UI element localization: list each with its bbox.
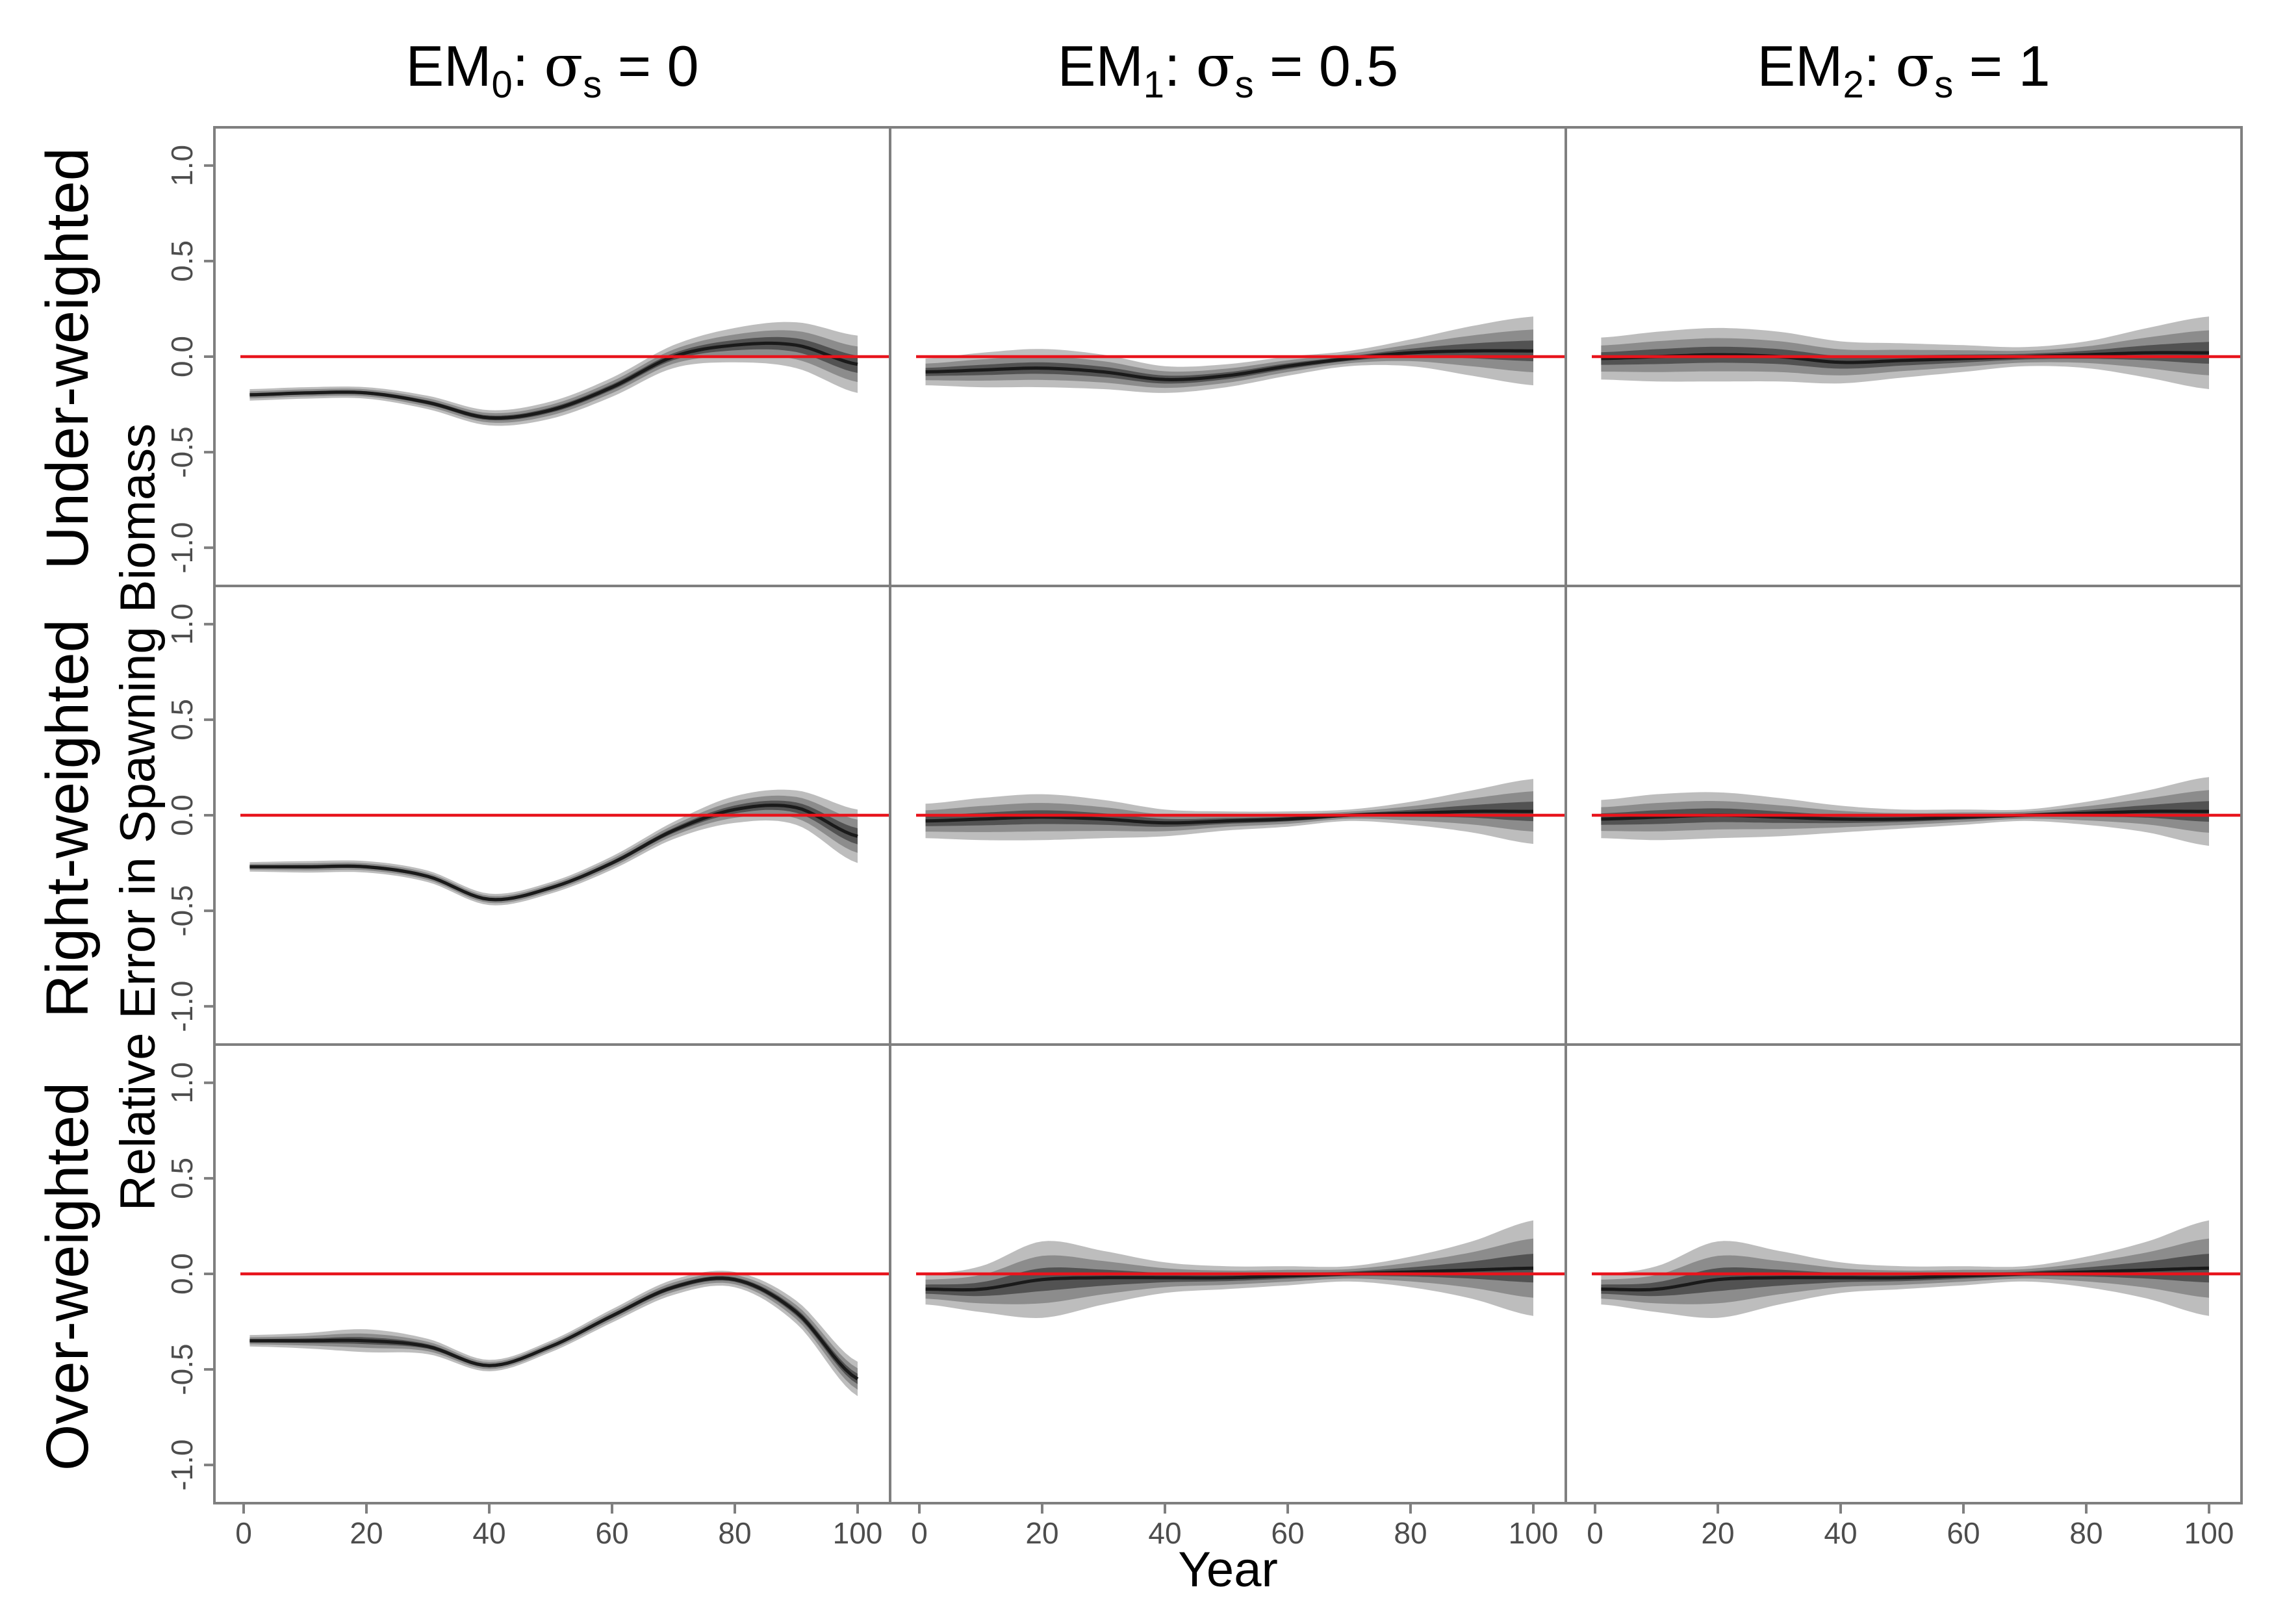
x-axis-col-1: 0 20 40 60 80 100 <box>911 1503 1558 1550</box>
y-axis-row-0: -1.0 -0.5 0.0 0.5 1.0 <box>165 145 214 574</box>
y-tick-label: 0.0 <box>165 336 199 377</box>
x-axis-col-2: 0 20 40 60 80 100 <box>1587 1503 2234 1550</box>
middle-quantile-band <box>1601 330 2209 375</box>
median-line <box>249 1276 859 1380</box>
y-tick-label: -0.5 <box>165 885 199 936</box>
panel-r0-c0 <box>213 126 891 587</box>
y-axis-row-2: -1.0 -0.5 0.0 0.5 1.0 <box>165 1062 214 1491</box>
median-line <box>1601 351 2209 364</box>
panel-r2-c2 <box>1565 1043 2243 1504</box>
inner-quantile-band <box>925 802 1533 827</box>
panel-r2-c1 <box>889 1043 1567 1504</box>
row-title-right-weighted: Right-weighted <box>34 619 101 1018</box>
y-tick-label: -1.0 <box>165 981 199 1032</box>
x-axes: 0 20 40 60 80 100 0 20 40 60 80 100 0 20 40 60 80 100 <box>235 1503 2234 1550</box>
panels <box>213 126 2243 1504</box>
median-line <box>1601 1266 2210 1292</box>
x-tick-label: 80 <box>1394 1516 1427 1550</box>
x-tick-label: 100 <box>1509 1516 1559 1550</box>
y-tick-label: 1.0 <box>165 603 199 645</box>
x-tick-label: 20 <box>350 1516 383 1550</box>
inner-quantile-band <box>1601 801 2209 825</box>
x-tick-label: 40 <box>472 1516 505 1550</box>
x-tick-label: 20 <box>1025 1516 1058 1550</box>
y-tick-label: 0.0 <box>165 1253 199 1295</box>
x-axis-title: Year <box>1178 1542 1278 1597</box>
column-titles: EM0: σs = 0 EM1: σs = 0.5 EM2: σs = 1 <box>405 32 2050 106</box>
panel-r1-c0 <box>213 585 891 1046</box>
panel-r0-c1 <box>889 126 1567 587</box>
median-line <box>249 804 858 902</box>
row-title-over-weighted: Over-weighted <box>34 1082 101 1471</box>
x-tick-label: 40 <box>1148 1516 1181 1550</box>
outer-quantile-band <box>249 1271 858 1397</box>
x-tick-label: 0 <box>235 1516 252 1550</box>
column-title-em2: EM2: σs = 1 <box>1757 32 2050 106</box>
median-line <box>925 809 1533 825</box>
x-axis-col-0: 0 20 40 60 80 100 <box>235 1503 882 1550</box>
x-tick-label: 20 <box>1701 1516 1734 1550</box>
column-title-em1: EM1: σs = 0.5 <box>1058 32 1398 106</box>
y-tick-label: 1.0 <box>165 145 199 186</box>
x-tick-label: 60 <box>595 1516 628 1550</box>
inner-quantile-band <box>925 340 1533 384</box>
y-tick-label: 0.5 <box>165 699 199 741</box>
inner-quantile-band <box>249 800 858 902</box>
row-title-under-weighted: Under-weighted <box>34 147 101 569</box>
y-tick-label: 1.0 <box>165 1062 199 1104</box>
x-tick-label: 80 <box>718 1516 751 1550</box>
y-tick-label: -0.5 <box>165 426 199 477</box>
y-axis-title: Relative Error in Spawning Biomass <box>110 424 166 1211</box>
x-tick-label: 40 <box>1824 1516 1857 1550</box>
panel-r1-c1 <box>889 585 1567 1046</box>
x-tick-label: 80 <box>2069 1516 2102 1550</box>
x-tick-label: 100 <box>833 1516 883 1550</box>
panel-r1-c2 <box>1565 585 2243 1046</box>
y-tick-label: 0.0 <box>165 794 199 836</box>
x-tick-label: 0 <box>1587 1516 1603 1550</box>
median-line <box>249 341 858 420</box>
row-titles: Under-weighted Right-weighted Over-weigh… <box>34 147 101 1471</box>
x-tick-label: 100 <box>2184 1516 2234 1550</box>
y-tick-label: -1.0 <box>165 522 199 574</box>
x-tick-label: 60 <box>1947 1516 1980 1550</box>
x-tick-label: 60 <box>1271 1516 1304 1550</box>
x-tick-label: 0 <box>911 1516 928 1550</box>
y-axes: -1.0 -0.5 0.0 0.5 1.0 -1.0 -0.5 0.0 0.5 1.0 -1.0 -0… <box>165 145 214 1491</box>
panel-frame <box>1565 1043 2243 1504</box>
middle-quantile-band <box>249 330 858 423</box>
median-line <box>925 349 1533 382</box>
middle-quantile-band <box>249 795 858 904</box>
median-line <box>925 1266 1534 1292</box>
panel-r0-c2 <box>1565 126 2243 587</box>
y-tick-label: -1.0 <box>165 1440 199 1491</box>
y-axis-row-1: -1.0 -0.5 0.0 0.5 1.0 <box>165 603 214 1032</box>
y-tick-label: 0.5 <box>165 1158 199 1199</box>
column-title-em0: EM0: σs = 0 <box>405 32 698 106</box>
y-tick-label: 0.5 <box>165 240 199 282</box>
y-tick-label: -0.5 <box>165 1343 199 1395</box>
panel-r2-c0 <box>213 1043 891 1504</box>
